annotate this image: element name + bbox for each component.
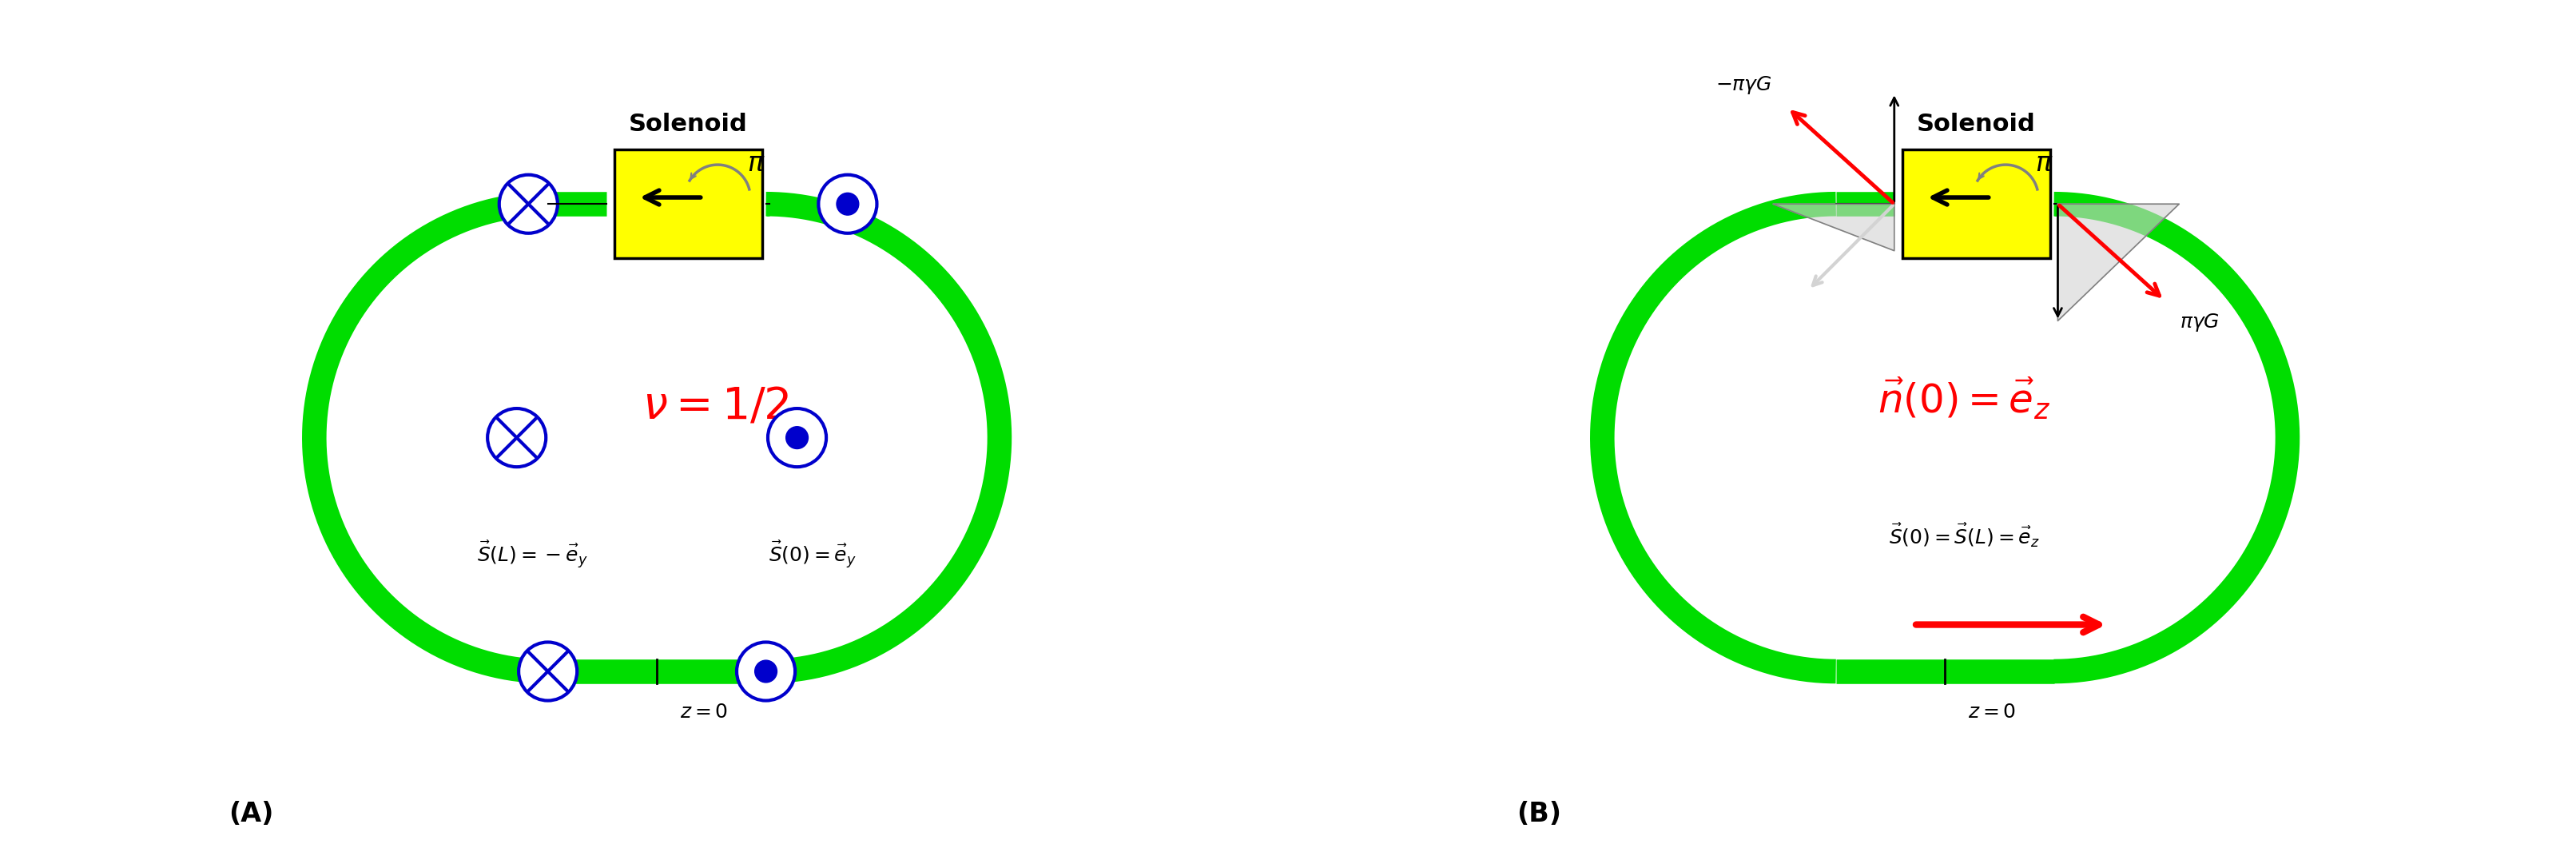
FancyBboxPatch shape [1901, 149, 2050, 258]
Text: $z = 0$: $z = 0$ [680, 703, 729, 722]
Text: $z = 0$: $z = 0$ [1968, 703, 2017, 722]
Circle shape [737, 642, 796, 700]
Text: $-\pi \gamma G$: $-\pi \gamma G$ [1716, 74, 1772, 96]
Text: $\vec{n}(0) = \vec{e}_z$: $\vec{n}(0) = \vec{e}_z$ [1878, 377, 2050, 421]
Polygon shape [2058, 204, 2179, 321]
Circle shape [819, 175, 876, 233]
Text: $\pi$: $\pi$ [2035, 150, 2053, 176]
Circle shape [837, 193, 858, 215]
Text: $\vec{S}(L) = -\vec{e}_y$: $\vec{S}(L) = -\vec{e}_y$ [477, 539, 587, 570]
Circle shape [518, 642, 577, 700]
Circle shape [768, 408, 827, 467]
Text: $\pi$: $\pi$ [747, 150, 765, 176]
Text: $\pi \gamma G$: $\pi \gamma G$ [2179, 312, 2221, 333]
Text: $\nu = 1/2$: $\nu = 1/2$ [641, 385, 788, 428]
Text: (B): (B) [1517, 801, 1561, 827]
Circle shape [500, 175, 556, 233]
Text: (A): (A) [229, 801, 273, 827]
FancyBboxPatch shape [613, 149, 762, 258]
Text: $\vec{S}(0) = \vec{S}(L) = \vec{e}_z$: $\vec{S}(0) = \vec{S}(L) = \vec{e}_z$ [1888, 521, 2040, 549]
Polygon shape [1772, 204, 1893, 250]
Circle shape [487, 408, 546, 467]
Text: $\vec{S}(0) = \vec{e}_y$: $\vec{S}(0) = \vec{e}_y$ [768, 539, 858, 570]
Text: Solenoid: Solenoid [629, 112, 747, 135]
Circle shape [786, 427, 809, 449]
Text: Solenoid: Solenoid [1917, 112, 2035, 135]
Circle shape [755, 660, 778, 682]
